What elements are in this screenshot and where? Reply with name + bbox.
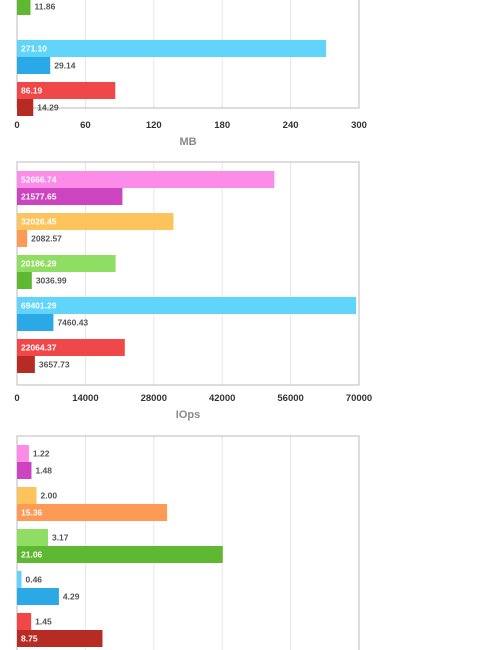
bar-2.00 — [17, 487, 37, 504]
x-tick-label: 0 — [14, 120, 19, 131]
bar-value-label: 271.10 — [21, 44, 47, 54]
bar-3.17 — [17, 529, 48, 546]
bar-8.75 — [17, 630, 103, 647]
bar-15.36 — [17, 504, 168, 521]
bar-271.10 — [17, 40, 327, 57]
x-tick-label: 14000 — [72, 393, 98, 404]
bar-value-label: 3036.99 — [36, 276, 67, 286]
bar-value-label: 11.86 — [35, 2, 56, 12]
plot-frame — [16, 435, 360, 650]
x-tick-label: 180 — [214, 120, 230, 131]
bar-value-label: 15.36 — [21, 508, 43, 518]
bar-3036.99 — [17, 272, 32, 289]
bar-11.86 — [17, 0, 31, 15]
bar-value-label: 3.17 — [52, 533, 69, 543]
chart-panel-2: 52666.74 21577.65 32026.45 2082.57 20186.29 3… — [14, 161, 372, 421]
bar-4.29 — [17, 588, 59, 605]
bar-value-label: 14.29 — [37, 103, 59, 113]
bar-value-label: 1.45 — [35, 617, 52, 627]
x-tick-label: 0 — [14, 393, 19, 404]
bar-value-label: 69401.29 — [21, 301, 57, 311]
bar-3657.73 — [17, 356, 35, 373]
bar-value-label: 32026.45 — [21, 217, 57, 227]
bar-52666.74 — [17, 171, 275, 188]
bar-value-label: 52666.74 — [21, 175, 57, 185]
bar-21577.65 — [17, 188, 123, 205]
bar-1.45 — [17, 613, 32, 630]
bar-value-label: 20186.29 — [21, 259, 57, 269]
bar-29.14 — [17, 57, 51, 74]
x-tick-label: 56000 — [277, 393, 303, 404]
bar-2082.57 — [17, 230, 28, 247]
chart-panel-1: 11.86 271.10 29.14 86.19 14.29 0 60 120 180 240 30… — [14, 0, 367, 148]
bar-value-label: 1.22 — [33, 449, 50, 459]
x-axis-title: IOps — [176, 409, 200, 421]
bar-value-label: 0.46 — [25, 575, 42, 585]
x-tick-label: 240 — [283, 120, 299, 131]
bar-0.46 — [17, 571, 22, 588]
x-tick-label: 300 — [351, 120, 367, 131]
bar-value-label: 8.75 — [21, 634, 38, 644]
bar-86.19 — [17, 82, 116, 99]
bar-value-label: 29.14 — [54, 61, 76, 71]
x-tick-label: 28000 — [141, 393, 167, 404]
bar-7460.43 — [17, 314, 54, 331]
bar-value-label: 2082.57 — [31, 234, 62, 244]
bar-69401.29 — [17, 297, 357, 314]
bar-value-label: 2.00 — [41, 491, 58, 501]
bar-14.29 — [17, 99, 34, 116]
bar-value-label: 4.29 — [63, 592, 80, 602]
bar-21.06 — [17, 546, 223, 563]
x-tick-label: 42000 — [209, 393, 235, 404]
bar-value-label: 22064.37 — [21, 343, 57, 353]
bar-20186.29 — [17, 255, 116, 272]
bar-22064.37 — [17, 339, 125, 356]
x-tick-label: 120 — [146, 120, 162, 131]
bar-32026.45 — [17, 213, 174, 230]
x-axis-title: MB — [179, 136, 196, 148]
x-tick-label: 60 — [80, 120, 91, 131]
x-tick-label: 70000 — [346, 393, 372, 404]
bar-value-label: 21.06 — [21, 550, 43, 560]
bar-value-label: 86.19 — [21, 86, 43, 96]
bar-1.22 — [17, 445, 29, 462]
bar-value-label: 7460.43 — [57, 318, 88, 328]
bar-value-label: 1.48 — [35, 466, 52, 476]
bar-value-label: 3657.73 — [39, 360, 70, 370]
chart-panel-3: 1.22 1.48 2.00 15.36 3.17 21.06 0.46 4.29 1.45 8.… — [16, 435, 360, 650]
bar-value-label: 21577.65 — [21, 192, 57, 202]
bar-1.48 — [17, 462, 32, 479]
